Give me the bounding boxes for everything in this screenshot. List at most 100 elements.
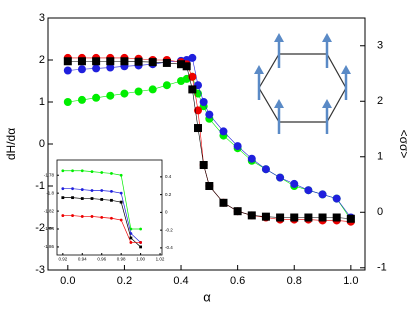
point xyxy=(139,241,143,244)
point xyxy=(162,81,171,90)
point xyxy=(205,182,214,190)
x-tick-label: 0.4 xyxy=(173,275,188,287)
y2-tick-label: -1 xyxy=(377,262,387,274)
point xyxy=(63,66,72,75)
y-tick-label: -3 xyxy=(35,264,45,276)
y2-tick-label: 0 xyxy=(165,210,168,215)
point xyxy=(77,57,86,66)
point xyxy=(261,212,270,221)
point xyxy=(148,85,157,94)
point xyxy=(61,187,65,191)
point xyxy=(100,171,104,174)
y-tick-label: 0 xyxy=(39,138,45,150)
x-tick-label: 0.6 xyxy=(230,275,245,287)
point xyxy=(188,53,197,62)
point xyxy=(92,57,101,66)
point xyxy=(139,245,143,249)
point xyxy=(63,57,72,66)
point xyxy=(182,62,191,71)
point xyxy=(205,110,214,119)
point xyxy=(290,213,299,222)
point xyxy=(139,227,143,231)
point xyxy=(61,169,65,173)
point xyxy=(188,85,197,94)
point xyxy=(304,213,313,222)
x-tick-label: 0.2 xyxy=(117,275,132,287)
point xyxy=(90,215,94,218)
point xyxy=(119,173,123,177)
point xyxy=(71,214,74,217)
y-axis-label: dH/dα xyxy=(4,128,18,160)
y-tick-label: -1 xyxy=(35,180,45,192)
point xyxy=(134,87,143,96)
point xyxy=(219,198,228,207)
point xyxy=(71,169,74,173)
point xyxy=(100,198,104,201)
point xyxy=(61,214,65,217)
point xyxy=(233,142,242,151)
point xyxy=(80,197,84,200)
inset: 0.92 0.94 0.96 0.98 1.00 1.02 -1.78 -1.8 -1.82 -1… xyxy=(44,159,173,262)
point xyxy=(233,207,242,216)
x-tick-label: 1.00 xyxy=(136,257,145,262)
point xyxy=(80,215,84,218)
main-plot: 0.0 0.2 0.4 0.6 0.8 1.0 -3 -2 -1 0 1 2 3 -1 0 1 2 3 xyxy=(35,12,387,287)
point xyxy=(100,189,104,192)
point xyxy=(194,124,203,133)
x-tick-label: 0.8 xyxy=(287,275,302,287)
point xyxy=(188,72,197,81)
point xyxy=(71,196,74,200)
point xyxy=(80,188,84,191)
y-tick-label: -1.82 xyxy=(44,208,55,213)
x-tick-label: 0.94 xyxy=(78,257,87,262)
point xyxy=(134,57,143,66)
point xyxy=(80,169,84,173)
point xyxy=(61,196,65,200)
point xyxy=(110,172,113,175)
point xyxy=(129,236,133,240)
y2-axis-label: <σσ> xyxy=(397,130,411,159)
y2-tick-label: -0.4 xyxy=(165,245,173,250)
point xyxy=(119,200,123,204)
point xyxy=(346,214,355,223)
y-tick-label: 2 xyxy=(39,54,45,66)
point xyxy=(318,190,327,199)
point xyxy=(106,57,115,66)
y-tick-label: 3 xyxy=(39,12,45,24)
hexagon-diagram xyxy=(254,33,351,134)
point xyxy=(318,213,327,222)
point xyxy=(276,213,285,222)
x-tick-label: 1.02 xyxy=(156,257,165,262)
x-axis-label: α xyxy=(203,289,211,304)
point xyxy=(77,95,86,104)
y-tick-label: 1 xyxy=(39,96,45,108)
point xyxy=(199,98,208,106)
point xyxy=(290,179,299,188)
y-tick-label: -2 xyxy=(35,222,45,234)
point xyxy=(106,63,115,72)
point xyxy=(90,170,94,174)
point xyxy=(148,58,157,67)
point xyxy=(119,218,123,222)
y-tick-label: -1.84 xyxy=(44,226,55,231)
point xyxy=(129,241,133,244)
point xyxy=(90,189,94,192)
point xyxy=(92,93,101,102)
point xyxy=(162,58,171,67)
point xyxy=(110,216,113,220)
point xyxy=(120,89,129,98)
inset-frame xyxy=(56,159,163,256)
point xyxy=(77,65,86,74)
point xyxy=(332,213,341,222)
x-tick-label: 0.92 xyxy=(58,257,67,262)
x-tick-label: 1.0 xyxy=(343,275,358,287)
point xyxy=(177,60,186,69)
y2-tick-label: 2 xyxy=(377,95,383,107)
y-tick-label: -1.78 xyxy=(44,172,55,177)
point xyxy=(110,198,113,202)
point xyxy=(110,189,113,193)
point xyxy=(106,91,115,100)
y2-tick-label: 3 xyxy=(377,40,383,52)
point xyxy=(71,187,74,191)
